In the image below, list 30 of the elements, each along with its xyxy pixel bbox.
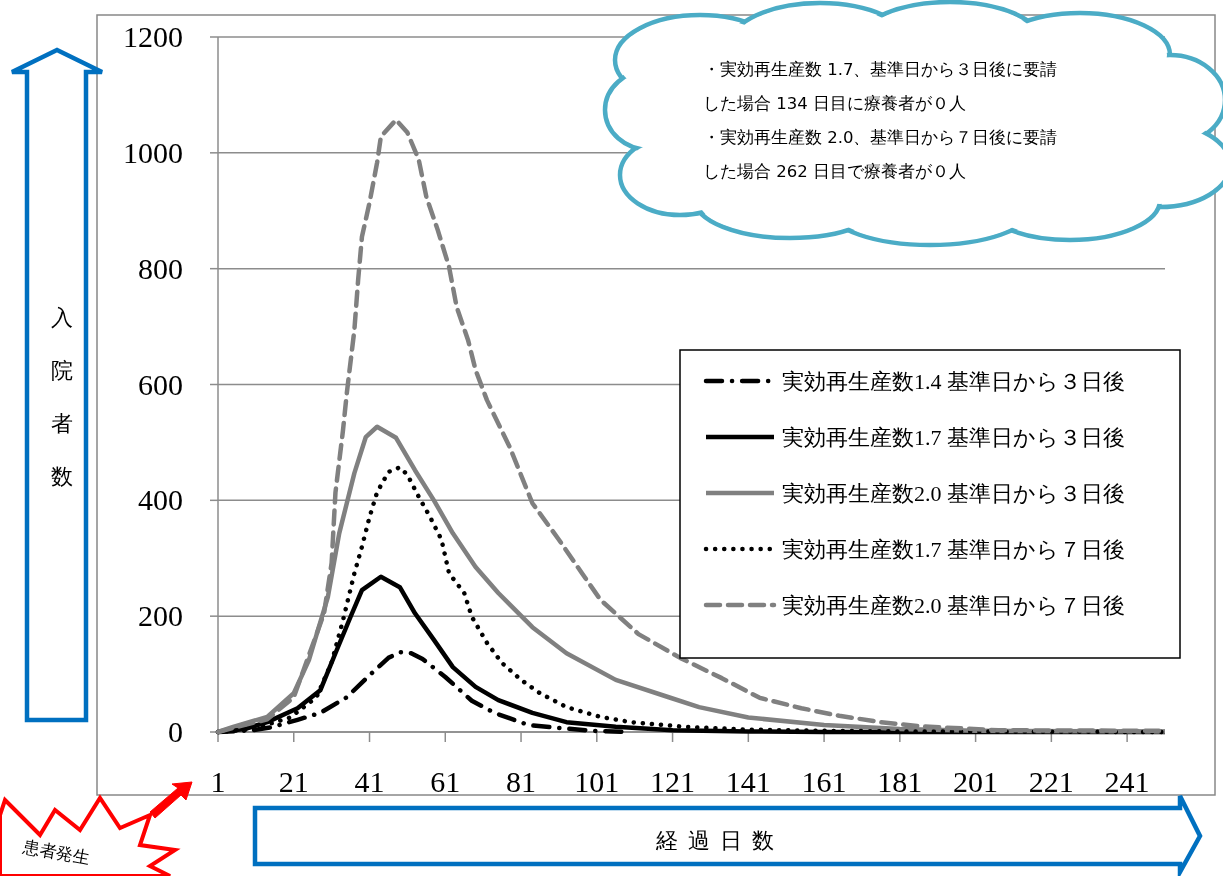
y-tick-label: 1200 xyxy=(123,20,183,53)
annotation: ・実効再生産数 1.7、基準日から３日後に要請した場合 134 日目に療養者が０人 xyxy=(703,59,1058,115)
x-tick-label: 121 xyxy=(650,765,696,798)
x-axis-title: 経過日数 xyxy=(655,828,784,853)
x-tick-label: 81 xyxy=(506,765,537,798)
y-tick-label: 1000 xyxy=(123,135,183,169)
x-tick-label: 21 xyxy=(278,765,309,798)
legend-label: 実効再生産数2.0 基準日から３日後 xyxy=(782,481,1125,506)
x-tick-label: 201 xyxy=(953,765,999,798)
annotation: ・実効再生産数 2.0、基準日から７日後に要請した場合 262 日目で療養者が０人 xyxy=(703,127,1058,183)
y-tick-label: 200 xyxy=(138,599,183,633)
x-tick-label: 161 xyxy=(801,765,847,798)
x-tick-label: 61 xyxy=(430,765,461,798)
y-tick-label: 800 xyxy=(138,251,183,285)
text: 患者発生 xyxy=(20,836,92,868)
x-tick-label: 101 xyxy=(574,765,620,798)
legend-label: 実効再生産数2.0 基準日から７日後 xyxy=(782,593,1125,618)
x-tick-label: 1 xyxy=(210,765,226,798)
x-tick-label: 221 xyxy=(1028,765,1074,798)
x-tick-label: 41 xyxy=(354,765,385,798)
x-tick-label: 241 xyxy=(1104,765,1150,798)
legend-label: 実効再生産数1.4 基準日から３日後 xyxy=(782,369,1125,394)
text: 入院者数 xyxy=(51,305,73,489)
y-tick-label: 400 xyxy=(138,483,183,517)
x-tick-label: 141 xyxy=(725,765,771,798)
y-tick-label: 0 xyxy=(168,715,183,748)
legend-label: 実効再生産数1.7 基準日から７日後 xyxy=(782,537,1125,562)
legend-label: 実効再生産数1.7 基準日から３日後 xyxy=(782,425,1125,450)
x-tick-label: 181 xyxy=(877,765,923,798)
y-tick-label: 600 xyxy=(138,367,183,401)
